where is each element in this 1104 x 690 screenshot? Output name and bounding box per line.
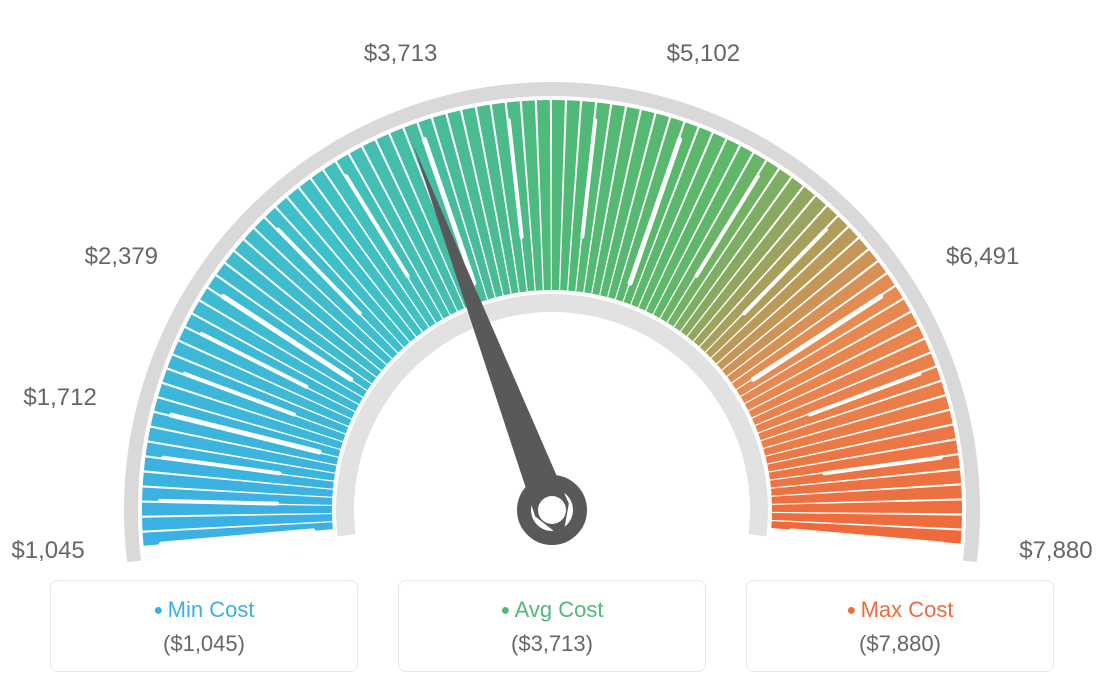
legend-row: Min Cost ($1,045) Avg Cost ($3,713) Max … [0, 580, 1104, 672]
legend-value-min: ($1,045) [51, 631, 357, 657]
gauge-tick-label: $6,491 [946, 243, 1019, 271]
legend-value-avg: ($3,713) [399, 631, 705, 657]
gauge-chart: $1,045$1,712$2,379$3,713$5,102$6,491$7,8… [0, 0, 1104, 560]
gauge-tick-label: $2,379 [85, 243, 158, 271]
legend-card-min: Min Cost ($1,045) [50, 580, 358, 672]
legend-title-max: Max Cost [747, 597, 1053, 623]
legend-card-max: Max Cost ($7,880) [746, 580, 1054, 672]
gauge-tick-label: $5,102 [663, 40, 743, 68]
gauge-tick-label: $3,713 [361, 40, 441, 68]
legend-card-avg: Avg Cost ($3,713) [398, 580, 706, 672]
gauge-tick-label: $7,880 [1019, 537, 1092, 565]
gauge-svg [52, 30, 1052, 570]
legend-title-min: Min Cost [51, 597, 357, 623]
legend-title-avg: Avg Cost [399, 597, 705, 623]
gauge-tick-label: $1,712 [23, 384, 96, 412]
legend-value-max: ($7,880) [747, 631, 1053, 657]
gauge-tick-label: $1,045 [11, 537, 84, 565]
